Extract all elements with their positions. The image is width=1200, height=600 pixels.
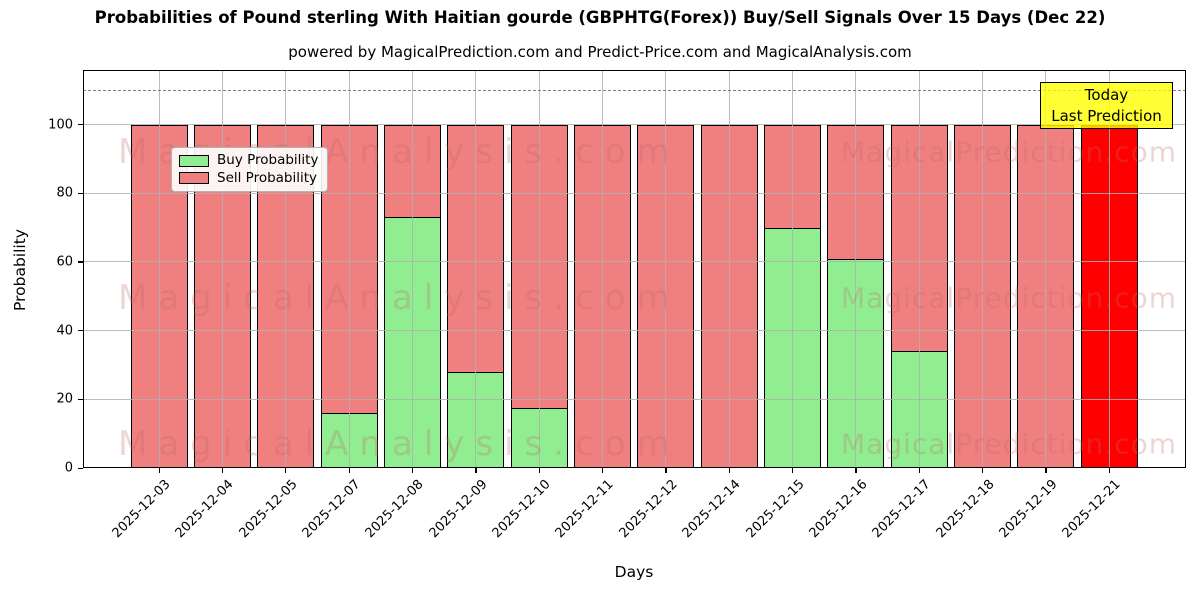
x-tick-mark [1045,468,1047,473]
x-tick-mark [475,468,477,473]
plot-area: MagicalAnalysis.com MagicalPrediction.com… [83,70,1186,468]
x-gridline [601,70,603,468]
x-tick-mark [1108,468,1111,473]
x-gridline [918,70,920,468]
x-gridline [1045,70,1047,468]
y-tick-mark [78,330,83,332]
y-tick-mark [78,124,83,126]
x-gridline [538,70,540,468]
x-tick-mark [665,468,667,473]
x-gridline [982,70,984,468]
today-annotation-line2: Last Prediction [1051,106,1162,125]
x-axis-label: Days [614,563,654,581]
x-gridline [792,70,793,468]
x-tick-mark [538,468,540,473]
today-annotation-line1: Today [1084,86,1129,105]
x-tick-mark [158,468,160,473]
y-gridline [83,261,1186,263]
x-gridline [285,70,287,468]
x-tick-mark [348,468,350,473]
y-gridline [83,398,1186,400]
sell-color-swatch [179,172,209,185]
x-tick-mark [221,468,224,473]
legend-item-sell: Sell Probability [172,169,327,186]
chart-subtitle: powered by MagicalPrediction.com and Pre… [288,43,912,61]
x-tick-mark [855,468,857,473]
y-tick-mark [78,398,83,401]
x-tick-mark [792,468,794,473]
x-gridline [158,70,160,468]
x-tick-mark [285,468,287,473]
legend-label-buy: Buy Probability [217,152,319,168]
y-axis-label: Probability [11,229,29,311]
x-gridline [728,70,730,468]
x-gridline [348,70,350,468]
today-annotation-box: Today Last Prediction [1040,82,1173,129]
y-tick-label: 100 [48,117,73,133]
x-gridline [411,70,413,468]
x-tick-mark [918,468,920,473]
y-tick-label: 40 [56,323,73,339]
buy-color-swatch [179,154,209,167]
y-tick-mark [78,192,83,195]
x-gridline [475,70,477,468]
y-gridline [83,330,1186,332]
y-tick-label: 80 [56,185,73,201]
x-tick-mark [982,468,984,473]
y-tick-label: 20 [56,391,73,407]
y-gridline [83,192,1186,194]
x-gridline [855,70,857,468]
legend: Buy Probability Sell Probability [171,147,328,192]
x-tick-mark [728,468,730,473]
x-tick-mark [411,468,414,473]
y-tick-mark [78,261,83,263]
y-tick-mark [78,467,83,469]
chart-title: Probabilities of Pound sterling With Hai… [94,8,1106,27]
y-gridline [83,124,1186,126]
x-gridline [221,70,223,468]
y-tick-label: 0 [64,460,73,476]
threshold-dashed-line [83,90,1186,92]
legend-label-sell: Sell Probability [217,169,318,186]
x-tick-label: 2025-12-03 [109,477,174,542]
x-tick-mark [601,468,604,473]
x-gridline [665,70,667,468]
x-gridline [1108,70,1110,468]
legend-item-buy: Buy Probability [172,152,327,168]
y-tick-label: 60 [56,254,73,270]
